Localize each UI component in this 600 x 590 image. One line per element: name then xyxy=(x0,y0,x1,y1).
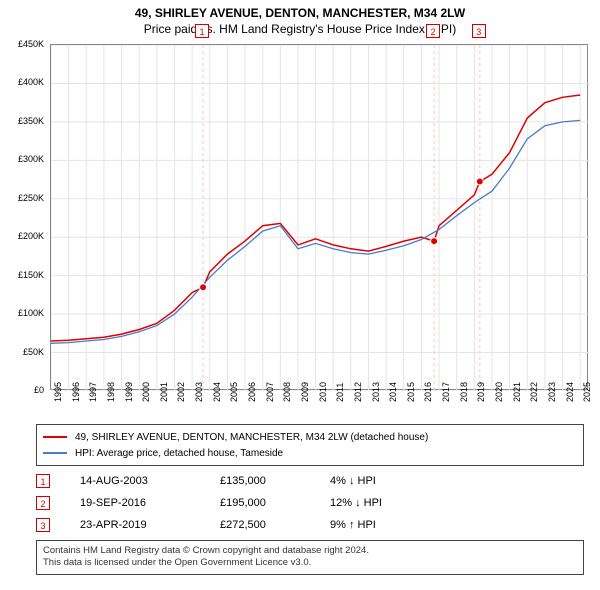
chart-plot-area: £0£50K£100K£150K£200K£250K£300K£350K£400… xyxy=(50,44,588,390)
x-axis-label: 2008 xyxy=(282,382,292,402)
x-axis-label: 2003 xyxy=(194,382,204,402)
x-axis-label: 2001 xyxy=(159,382,169,402)
legend-row: 49, SHIRLEY AVENUE, DENTON, MANCHESTER, … xyxy=(43,429,577,445)
x-axis-label: 1995 xyxy=(53,382,63,402)
x-axis-label: 2006 xyxy=(247,382,257,402)
info-delta: 4% ↓ HPI xyxy=(330,475,450,487)
info-marker: 1 xyxy=(36,474,50,488)
legend-swatch xyxy=(43,452,67,454)
x-axis-label: 2015 xyxy=(406,382,416,402)
x-axis-label: 2019 xyxy=(476,382,486,402)
y-axis-label: £0 xyxy=(34,385,44,395)
x-axis-label: 2014 xyxy=(388,382,398,402)
y-axis-label: £250K xyxy=(18,193,44,203)
y-axis-label: £50K xyxy=(23,347,44,357)
info-date: 14-AUG-2003 xyxy=(80,475,220,487)
y-axis-label: £350K xyxy=(18,116,44,126)
x-axis-label: 2009 xyxy=(300,382,310,402)
sale-marker-1: 1 xyxy=(195,24,209,38)
x-axis-label: 2013 xyxy=(371,382,381,402)
sale-marker-3: 3 xyxy=(472,24,486,38)
x-axis-label: 2010 xyxy=(318,382,328,402)
sale-marker-2: 2 xyxy=(426,24,440,38)
footer-line1: Contains HM Land Registry data © Crown c… xyxy=(43,545,577,557)
chart-title-address: 49, SHIRLEY AVENUE, DENTON, MANCHESTER, … xyxy=(0,6,600,20)
legend-swatch xyxy=(43,436,67,438)
x-axis-label: 2022 xyxy=(529,382,539,402)
info-marker: 3 xyxy=(36,518,50,532)
x-axis-label: 1998 xyxy=(106,382,116,402)
x-axis-label: 1997 xyxy=(88,382,98,402)
legend-label: 49, SHIRLEY AVENUE, DENTON, MANCHESTER, … xyxy=(75,432,428,443)
x-axis-label: 1996 xyxy=(71,382,81,402)
x-axis-label: 2024 xyxy=(565,382,575,402)
info-price: £272,500 xyxy=(220,519,330,531)
info-marker: 2 xyxy=(36,496,50,510)
info-row: 2 19-SEP-2016£195,00012% ↓ HPI xyxy=(36,492,584,514)
info-price: £195,000 xyxy=(220,497,330,509)
x-axis-label: 2018 xyxy=(459,382,469,402)
x-axis-label: 2025 xyxy=(582,382,592,402)
legend-row: HPI: Average price, detached house, Tame… xyxy=(43,445,577,461)
x-axis-label: 2012 xyxy=(353,382,363,402)
sale-info-table: 1 14-AUG-2003£135,0004% ↓ HPI 2 19-SEP-2016… xyxy=(36,470,584,536)
x-axis-label: 2007 xyxy=(265,382,275,402)
x-axis-label: 2016 xyxy=(423,382,433,402)
info-delta: 12% ↓ HPI xyxy=(330,497,450,509)
legend-label: HPI: Average price, detached house, Tame… xyxy=(75,448,283,459)
x-axis-label: 2023 xyxy=(547,382,557,402)
x-axis-label: 2002 xyxy=(176,382,186,402)
y-axis-label: £200K xyxy=(18,231,44,241)
legend: 49, SHIRLEY AVENUE, DENTON, MANCHESTER, … xyxy=(36,424,584,466)
footer-line2: This data is licensed under the Open Gov… xyxy=(43,557,577,569)
info-row: 3 23-APR-2019£272,5009% ↑ HPI xyxy=(36,514,584,536)
plot-rect xyxy=(50,44,588,390)
chart-container: 49, SHIRLEY AVENUE, DENTON, MANCHESTER, … xyxy=(0,0,600,590)
info-delta: 9% ↑ HPI xyxy=(330,519,450,531)
info-date: 23-APR-2019 xyxy=(80,519,220,531)
info-row: 1 14-AUG-2003£135,0004% ↓ HPI xyxy=(36,470,584,492)
y-axis-label: £400K xyxy=(18,77,44,87)
x-axis-label: 1999 xyxy=(124,382,134,402)
x-axis-label: 2004 xyxy=(212,382,222,402)
x-axis-label: 2020 xyxy=(494,382,504,402)
chart-svg xyxy=(51,45,589,391)
x-axis-label: 2005 xyxy=(229,382,239,402)
y-axis-label: £100K xyxy=(18,308,44,318)
chart-subtitle: Price paid vs. HM Land Registry's House … xyxy=(0,22,600,36)
info-price: £135,000 xyxy=(220,475,330,487)
x-axis-label: 2021 xyxy=(512,382,522,402)
y-axis-label: £300K xyxy=(18,154,44,164)
y-axis-label: £450K xyxy=(18,39,44,49)
x-axis-label: 2017 xyxy=(441,382,451,402)
info-date: 19-SEP-2016 xyxy=(80,497,220,509)
footer-attribution: Contains HM Land Registry data © Crown c… xyxy=(36,540,584,575)
title-area: 49, SHIRLEY AVENUE, DENTON, MANCHESTER, … xyxy=(0,0,600,36)
y-axis-label: £150K xyxy=(18,270,44,280)
x-axis-label: 2011 xyxy=(335,383,345,402)
x-axis-label: 2000 xyxy=(141,382,151,402)
